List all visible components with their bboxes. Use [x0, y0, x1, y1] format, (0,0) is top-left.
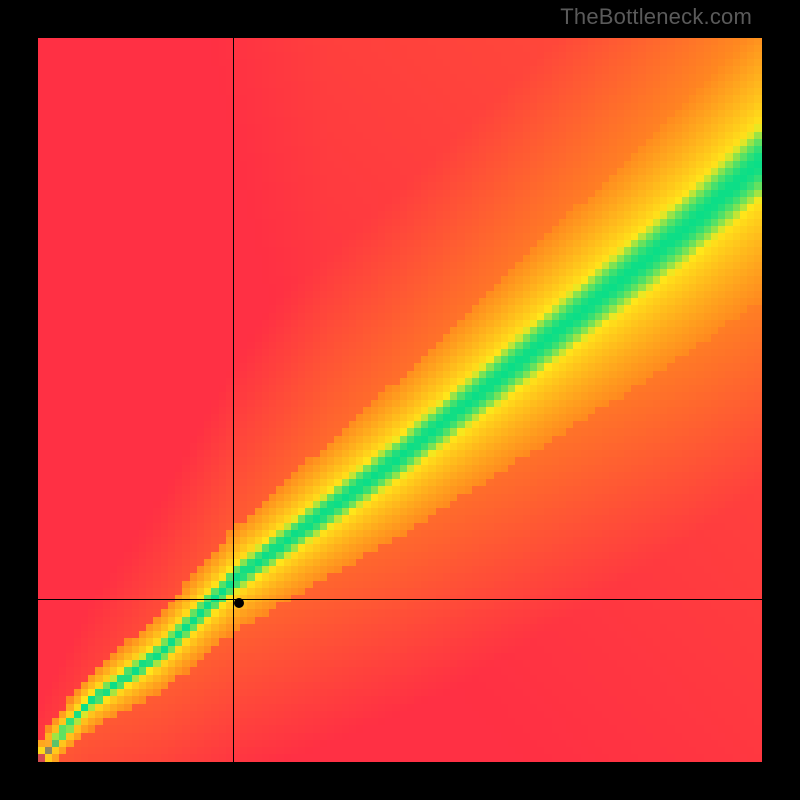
watermark-text: TheBottleneck.com [560, 4, 752, 30]
heatmap-plot [38, 38, 762, 762]
heatmap-canvas [38, 38, 762, 762]
marker-dot [234, 598, 244, 608]
crosshair-horizontal [38, 599, 762, 600]
crosshair-vertical [233, 38, 234, 762]
